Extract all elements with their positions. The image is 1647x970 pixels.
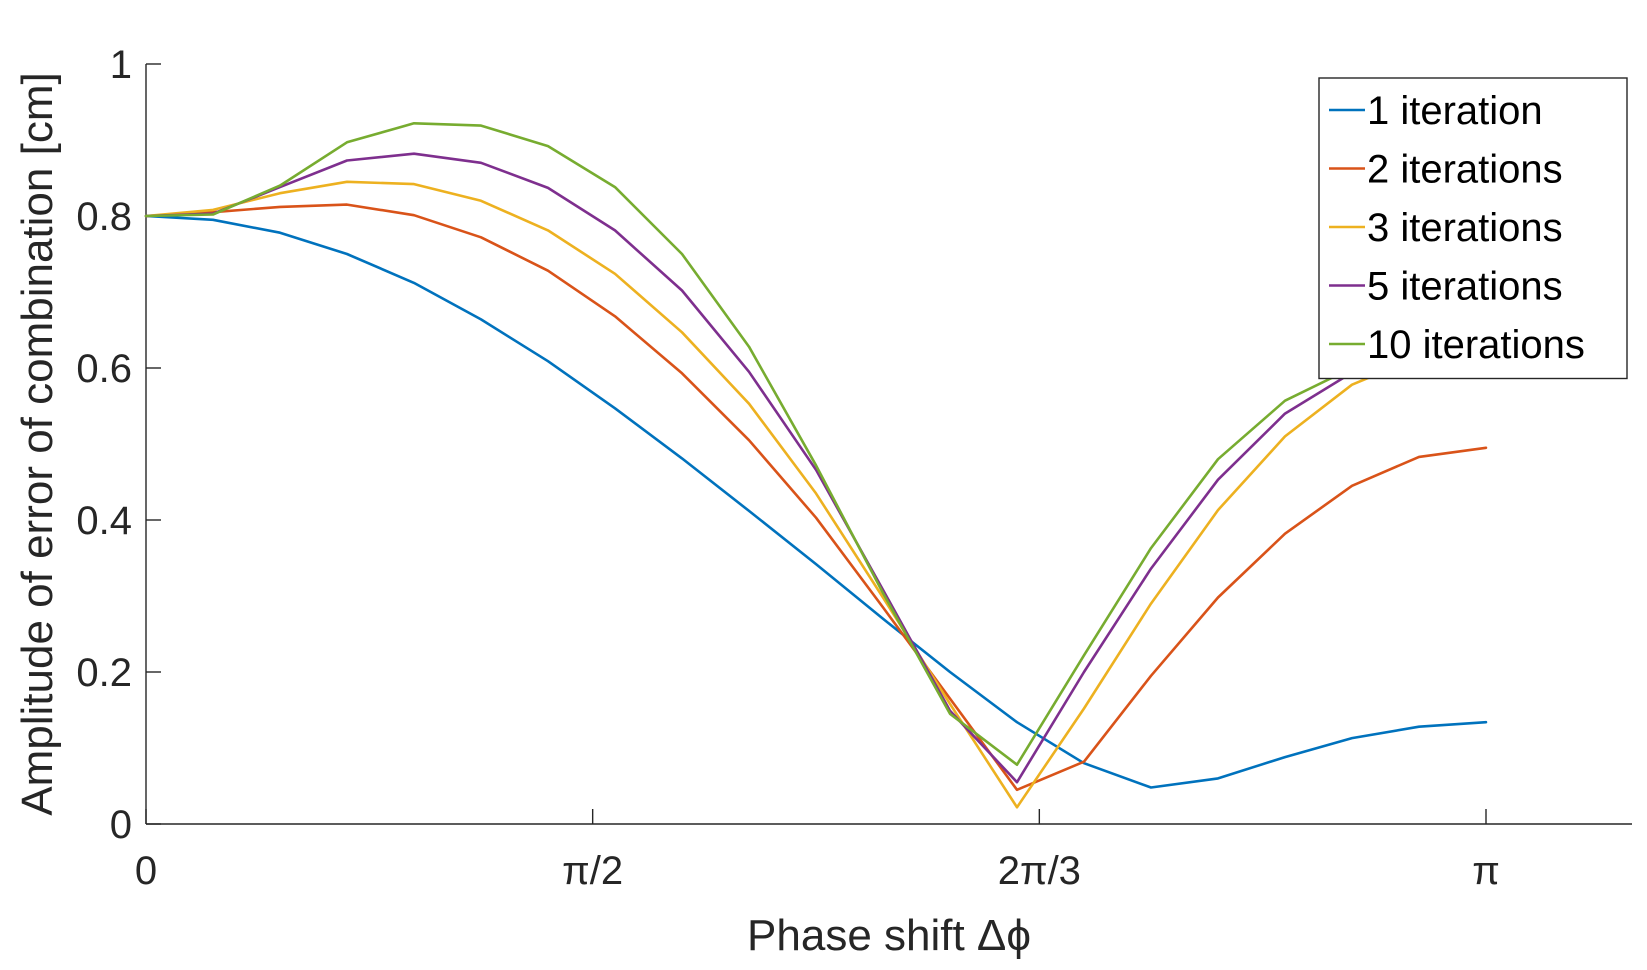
- axes: 0 π/2 2π/3 π 0 0.2 0.4 0.6 0.8 1: [76, 43, 1632, 893]
- x-tick-label: π/2: [562, 849, 623, 893]
- legend-label-10-iterations: 10 iterations: [1367, 323, 1585, 367]
- series-line-10-iterations: [144, 122, 1488, 767]
- x-axis-label: Phase shift Δϕ: [747, 911, 1031, 960]
- series-line-5-iterations: [144, 152, 1488, 784]
- y-tick-label: 0.8: [76, 195, 132, 239]
- legend-label-2-iterations: 2 iterations: [1367, 148, 1563, 192]
- legend-label-3-iterations: 3 iterations: [1367, 206, 1563, 250]
- y-tick-label: 0.6: [76, 347, 132, 391]
- series-line-3-iterations: [144, 180, 1488, 809]
- y-tick-label: 1: [110, 43, 132, 87]
- series-line-2-iterations: [144, 203, 1488, 792]
- series-lines: [144, 122, 1488, 809]
- legend-label-5-iterations: 5 iterations: [1367, 265, 1563, 309]
- y-tick-label: 0.4: [76, 499, 132, 543]
- x-tick-label: 0: [135, 849, 157, 893]
- x-tick-label: 2π/3: [998, 849, 1081, 893]
- y-axis-label: Amplitude of error of combination [cm]: [13, 72, 62, 815]
- y-tick-label: 0.2: [76, 651, 132, 695]
- legend-box: [1318, 77, 1628, 380]
- y-tick-label: 0: [110, 803, 132, 847]
- legend-label-1-iteration: 1 iteration: [1367, 89, 1543, 133]
- x-tick-label: π: [1472, 849, 1500, 893]
- series-line-1-iteration: [144, 214, 1488, 789]
- legend: 1 iteration 2 iterations 3 iterations 5 ite…: [1318, 77, 1628, 380]
